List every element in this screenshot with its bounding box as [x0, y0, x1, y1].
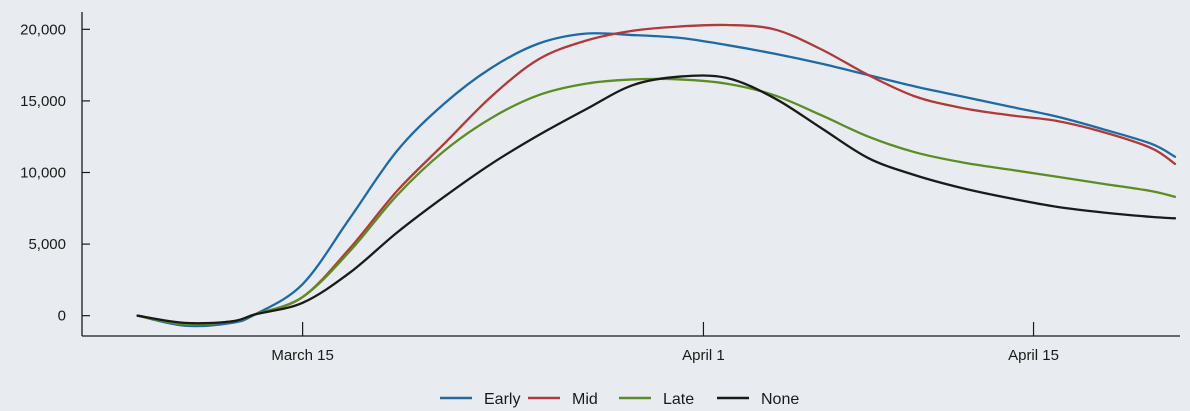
legend: Early Mid Late None	[440, 391, 799, 408]
x-ticks: March 15 April 1 April 15	[271, 322, 1059, 364]
y-tick-label: 5,000	[28, 236, 66, 253]
y-tick-label: 10,000	[20, 165, 66, 182]
y-tick-label: 0	[58, 308, 66, 325]
series-line-none	[136, 74, 1177, 325]
x-tick-label: April 1	[682, 347, 725, 364]
series-line-late	[136, 77, 1177, 326]
y-tick-label: 15,000	[20, 93, 66, 110]
series-line-early	[136, 31, 1177, 328]
series-line-mid	[136, 23, 1177, 326]
x-tick-label: April 15	[1008, 347, 1059, 364]
y-ticks: 0 5,000 10,000 15,000 20,000	[20, 21, 90, 325]
y-tick-label: 20,000	[20, 21, 66, 38]
legend-label-mid: Mid	[572, 391, 598, 408]
legend-label-none: None	[761, 391, 799, 408]
x-tick-label: March 15	[271, 347, 334, 364]
axes	[81, 12, 1180, 337]
legend-label-late: Late	[663, 391, 694, 408]
legend-label-early: Early	[484, 391, 520, 408]
series-lines	[136, 23, 1177, 328]
